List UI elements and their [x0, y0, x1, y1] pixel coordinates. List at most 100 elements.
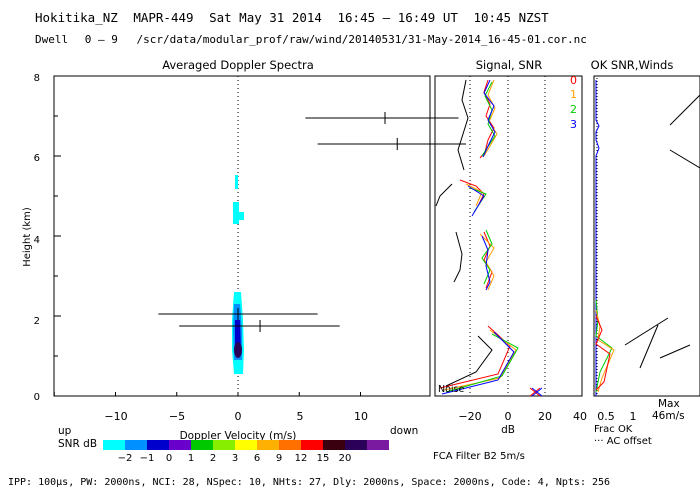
colorbar-tick-label-7: 9: [276, 453, 282, 464]
wind-vector-6km: [669, 149, 700, 169]
colorbar-cell-9: [301, 440, 323, 450]
ac-offset-label: ··· AC offset: [594, 436, 652, 447]
colorbar-tick-label-1: −1: [140, 453, 155, 464]
colorbar-tick-label-8: 12: [295, 453, 308, 464]
spectra-blob-5km: [235, 175, 238, 189]
colorbar-cell-7: [257, 440, 279, 450]
ok-xtick-05: 0.5: [597, 410, 615, 423]
spectra-blob-peak: [234, 342, 242, 358]
x-axis-label: Doppler Velocity (m/s): [180, 430, 297, 442]
x-tick-label-10: 10: [354, 410, 368, 423]
colorbar-ticks: −2 −1 0 1 2 3 6 9 12 15 20: [118, 453, 352, 464]
signal-xtick-20: 20: [538, 410, 552, 423]
colorbar-cell-12: [367, 440, 389, 450]
snr-series-0-mid: [459, 179, 485, 207]
dwell-label: Dwell: [35, 33, 68, 46]
y-tick-label-8: 8: [34, 73, 40, 84]
spectra-blob-4km-side: [239, 212, 244, 220]
colorbar-tick-label-2: 0: [166, 453, 172, 464]
signal-segment-low: [445, 335, 493, 387]
colorbar-tick-label-5: 3: [232, 453, 238, 464]
y-tick-label-0: 0: [34, 392, 40, 403]
colorbar-cell-4: [191, 440, 213, 450]
y-tick-label-4: 4: [34, 235, 40, 246]
radar-id: MAPR-449: [133, 10, 193, 25]
signal-segment-upper: [457, 79, 469, 171]
snr-series-0-low: [439, 325, 511, 389]
ok-snr-red: [595, 315, 611, 391]
signal-title: Signal, SNR: [476, 58, 543, 72]
label-down: down: [390, 425, 418, 437]
x-ticks: [53, 392, 361, 396]
colorbar-cell-10: [323, 440, 345, 450]
header-line-2: Dwell 0 – 9 /scr/data/modular_prof/raw/w…: [35, 33, 587, 46]
colorbar-tick-label-10: 20: [339, 453, 352, 464]
snr-series-3-lower: [481, 235, 491, 291]
file-path: /scr/data/modular_prof/raw/wind/20140531…: [137, 33, 587, 46]
time-range: 16:45 – 16:49 UT: [338, 10, 459, 25]
signal-profile: [435, 79, 493, 387]
max-value: 46m/s: [652, 410, 685, 422]
spectra-title: Averaged Doppler Spectra: [162, 58, 314, 72]
spectra-blob-4km: [233, 202, 239, 224]
y-ticks: [54, 75, 61, 397]
site-name: Hokitika_NZ: [35, 10, 118, 25]
signal-xlabel: dB: [501, 424, 515, 436]
ok-fraction-line: [595, 80, 600, 396]
snr-profiles: [439, 79, 543, 397]
wind-barbs: [624, 94, 700, 369]
label-snr-db: SNR dB: [58, 438, 97, 450]
spectra-panel: 0 2 4 6 8 −10 −5 0 5 10 Doppler Velocity…: [34, 73, 466, 442]
ok-frame: [593, 75, 700, 397]
y-axis-label: Height (km): [22, 207, 33, 267]
y-tick-label-2: 2: [34, 316, 40, 327]
colorbar-tick-label-9: 15: [317, 453, 330, 464]
snr-series-3-upper: [482, 79, 496, 158]
legend-2: 2: [570, 103, 577, 116]
snr-series-2-mid: [469, 187, 487, 213]
snr-series-2-low: [445, 333, 519, 393]
signal-xtick-m20: −20: [458, 410, 481, 423]
snr-cross-blue: [531, 387, 543, 397]
local-time: 10:45 NZST: [473, 10, 549, 25]
date: Sat May 31 2014: [209, 10, 322, 25]
ok-winds-panel: 0.5 1 Max 46m/s Frac OK ··· AC offset: [593, 75, 700, 447]
colorbar-cell-6: [235, 440, 257, 450]
snr-colorbar: up down SNR dB −2 −1 0 1 2 3 6 9 12 15 20: [58, 425, 418, 464]
ok-xtick-1: 1: [630, 410, 637, 423]
legend-1: 1: [570, 88, 577, 101]
colorbar-cell-2: [147, 440, 169, 450]
colorbar-cell-11: [345, 440, 367, 450]
colorbar-cell-8: [279, 440, 301, 450]
signal-segment-mid-upper: [435, 183, 453, 207]
x-tick-label-5: 5: [297, 410, 304, 423]
snr-series-3-low: [441, 331, 515, 395]
x-tick-label-0: 0: [235, 410, 242, 423]
param-line: IPP: 100μs, PW: 2000ns, NCI: 28, NSpec: …: [8, 477, 610, 488]
wind-vector-1-5km: [639, 324, 659, 369]
colorbar-cell-5: [213, 440, 235, 450]
y-tick-label-6: 6: [34, 153, 40, 164]
legend-3: 3: [570, 118, 577, 131]
filter-label: FCA Filter B2 5m/s: [433, 451, 525, 462]
wind-vector-1-2km: [659, 344, 691, 359]
snr-series-1-upper: [483, 79, 498, 157]
colorbar-cell-1: [125, 440, 147, 450]
wind-vector-1-8km: [624, 317, 669, 346]
colorbar-tick-label-4: 2: [210, 453, 216, 464]
signal-segment-mid: [453, 231, 463, 283]
wind-vector-7km: [669, 94, 700, 126]
snr-series-1-low: [443, 329, 517, 391]
legend-0: 0: [570, 74, 577, 87]
header-line-1: Hokitika_NZ MAPR-449 Sat May 31 2014 16:…: [35, 10, 549, 25]
label-up: up: [58, 425, 72, 437]
signal-xtick-0: 0: [505, 410, 512, 423]
noise-label: Noise: [438, 384, 465, 395]
colorbar-tick-label-0: −2: [118, 453, 133, 464]
signal-xtick-40: 40: [573, 410, 587, 423]
spectra-blobs: [232, 175, 244, 374]
spectra-error-bars: [158, 112, 466, 332]
dwell-range: 0 – 9: [85, 33, 118, 46]
colorbar-tick-label-6: 6: [254, 453, 260, 464]
